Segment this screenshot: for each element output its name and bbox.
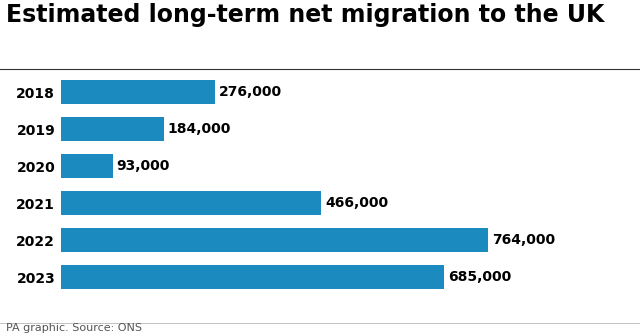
Text: Estimated long-term net migration to the UK: Estimated long-term net migration to the…: [6, 3, 605, 27]
Bar: [61, 80, 215, 104]
Text: 276,000: 276,000: [219, 85, 282, 99]
Bar: [61, 154, 113, 178]
Bar: [61, 191, 321, 215]
Bar: [61, 228, 488, 252]
Bar: [61, 117, 164, 141]
Text: 685,000: 685,000: [448, 270, 511, 284]
Text: 764,000: 764,000: [492, 233, 555, 247]
Text: 466,000: 466,000: [325, 196, 388, 210]
Text: 184,000: 184,000: [168, 122, 231, 136]
Bar: [61, 265, 444, 289]
Text: PA graphic. Source: ONS: PA graphic. Source: ONS: [6, 323, 143, 333]
Text: 93,000: 93,000: [116, 159, 170, 173]
